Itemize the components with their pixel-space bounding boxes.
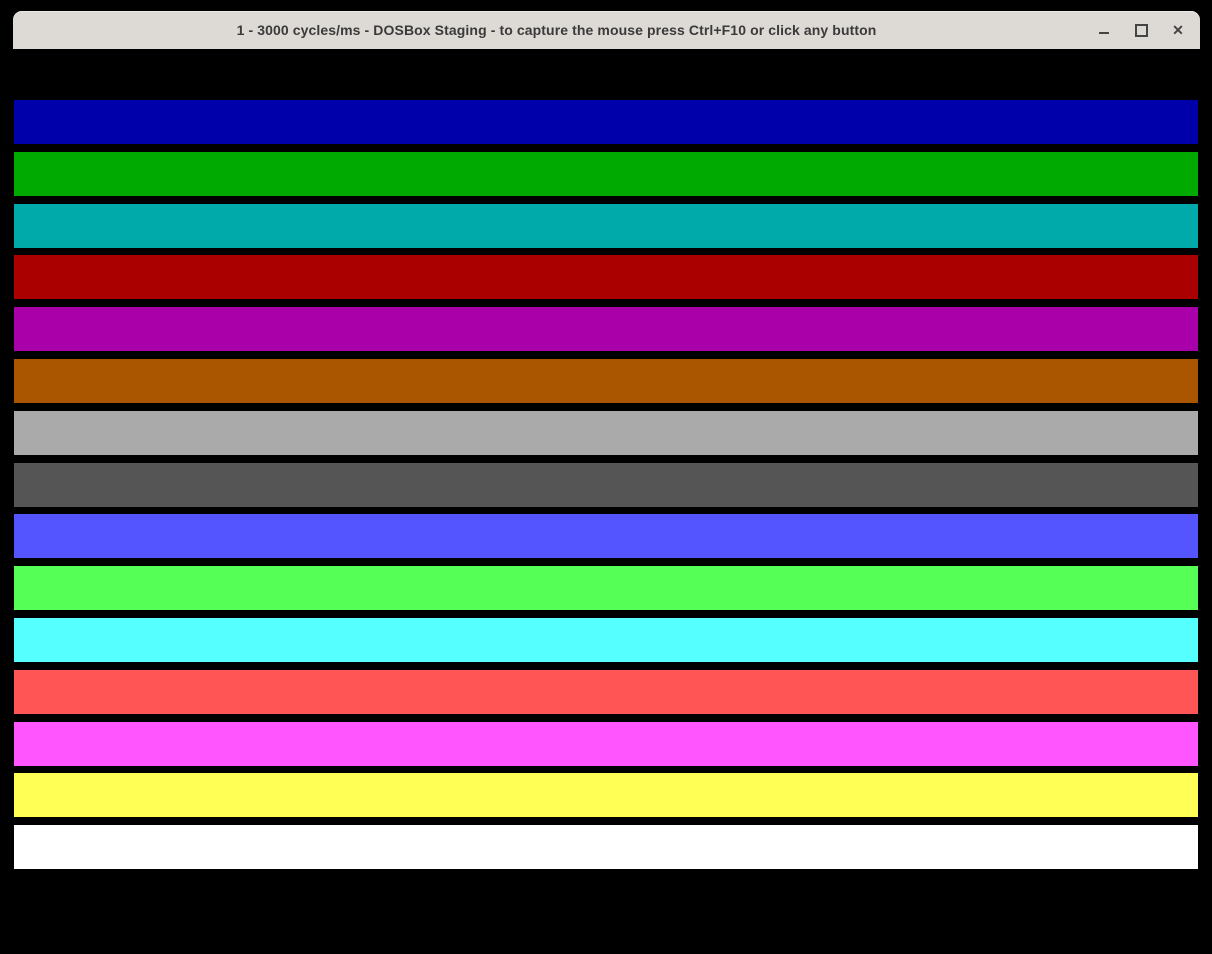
minimize-button[interactable] xyxy=(1092,18,1116,42)
maximize-icon xyxy=(1134,23,1148,37)
color-bar-white xyxy=(14,825,1198,870)
color-bar-yellow xyxy=(14,773,1198,818)
color-bar-brown xyxy=(14,358,1198,403)
color-bar-light-gray xyxy=(14,410,1198,455)
close-icon: ✕ xyxy=(1172,22,1184,38)
color-bars xyxy=(14,100,1198,870)
maximize-button[interactable] xyxy=(1129,18,1153,42)
color-bar-blue xyxy=(14,100,1198,144)
titlebar[interactable]: 1 - 3000 cycles/ms - DOSBox Staging - to… xyxy=(13,11,1200,50)
minimize-icon xyxy=(1099,32,1109,34)
color-bar-dark-gray xyxy=(14,462,1198,507)
dosbox-window: 1 - 3000 cycles/ms - DOSBox Staging - to… xyxy=(13,11,1200,954)
color-bar-bright-blue xyxy=(14,514,1198,559)
window-title: 1 - 3000 cycles/ms - DOSBox Staging - to… xyxy=(236,22,877,38)
color-bar-bright-magenta xyxy=(14,721,1198,766)
close-button[interactable]: ✕ xyxy=(1166,18,1190,42)
color-bar-bright-green xyxy=(14,566,1198,611)
color-bar-cyan xyxy=(14,203,1198,248)
color-bar-green xyxy=(14,151,1198,196)
color-bar-bright-red xyxy=(14,669,1198,714)
window-controls: ✕ xyxy=(1092,11,1190,49)
color-bar-bright-cyan xyxy=(14,617,1198,662)
color-bar-magenta xyxy=(14,307,1198,352)
dos-screen[interactable] xyxy=(13,49,1200,954)
color-bar-red xyxy=(14,255,1198,300)
